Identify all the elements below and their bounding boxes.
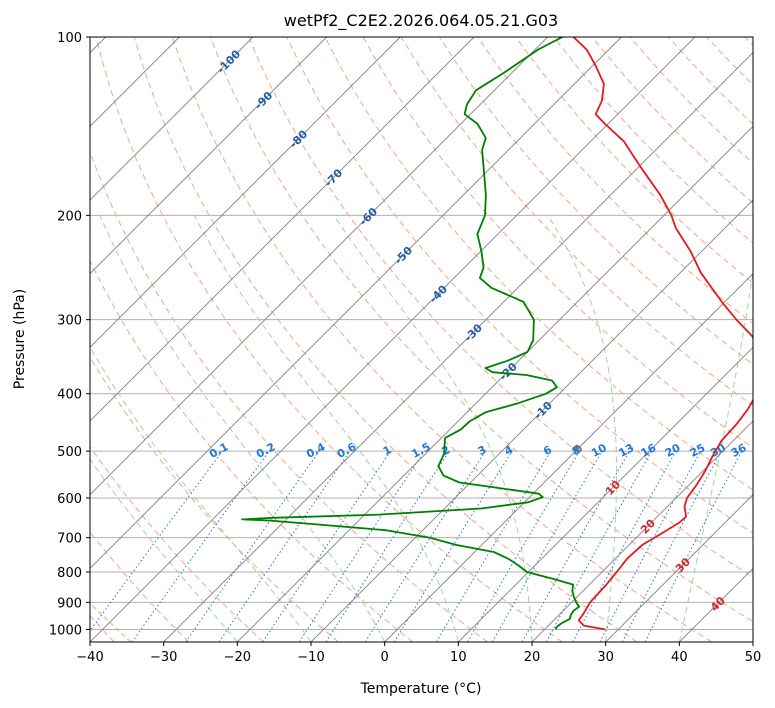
y-tick-label: 1000 (49, 623, 82, 638)
moist-adiabat (99, 215, 386, 642)
isotherm-line (384, 273, 753, 642)
x-axis-label: Temperature (°C) (360, 681, 482, 697)
mixing-ratio-line (131, 450, 270, 642)
y-tick-label: 300 (57, 314, 82, 329)
x-tick-label: −40 (76, 650, 103, 665)
x-tick-label: −30 (150, 650, 177, 665)
mixing-ratio-label: 10 (589, 441, 609, 460)
x-tick-label: 50 (745, 650, 762, 665)
isotherm-line (237, 125, 753, 642)
isotherm-line (90, 37, 622, 569)
y-tick-label: 100 (57, 31, 82, 46)
temperature-line (572, 37, 753, 631)
isotherm-line (605, 494, 753, 642)
x-tick-label: 40 (671, 650, 688, 665)
x-tick-label: 0 (381, 650, 389, 665)
y-axis-ticks: 100 200 300 400 500 600 700 800 900 1000 (49, 31, 90, 638)
dry-adiabat (95, 37, 563, 642)
y-axis-label: Pressure (hPa) (12, 289, 28, 389)
moist-adiabat (90, 458, 238, 642)
mixing-ratio-line (262, 450, 392, 642)
x-tick-label: 10 (450, 650, 467, 665)
mixing-ratio-line (185, 450, 320, 642)
y-tick-label: 900 (57, 596, 82, 611)
isotherm-line (90, 37, 696, 642)
dry-adiabat (90, 445, 264, 642)
x-tick-label: 30 (597, 650, 614, 665)
isotherm-line (458, 346, 753, 642)
dry-adiabat (286, 37, 753, 534)
dry-adiabat (324, 37, 753, 491)
dry-adiabat (90, 356, 339, 642)
moist-adiabat (333, 215, 533, 642)
mixing-ratio-line (218, 450, 351, 642)
y-tick-label: 800 (57, 566, 82, 581)
mixing-ratio-line (393, 450, 513, 642)
dry-adiabat (210, 37, 753, 623)
mixing-ratio-label: 16 (639, 441, 659, 460)
mixing-ratio-label: 13 (617, 441, 637, 460)
moist-adiabats (90, 215, 753, 642)
mixing-ratio-line (298, 450, 425, 642)
dry-adiabat (90, 259, 414, 642)
dry-adiabat (248, 37, 753, 578)
moist-adiabat (193, 215, 459, 642)
mixing-ratio-label: 36 (729, 441, 749, 460)
x-tick-label: −20 (224, 650, 251, 665)
mixing-ratio-line (90, 450, 223, 632)
isotherm-line (90, 37, 254, 201)
mixing-ratio-line (521, 450, 630, 642)
isotherm-line (310, 199, 753, 642)
x-axis-ticks: −40 −30 −20 −10 0 10 20 30 40 50 (76, 642, 761, 665)
mixing-ratio-line (644, 450, 743, 642)
moist-adiabat (678, 265, 753, 642)
isotherm-line (90, 37, 475, 422)
mixing-ratio-lines (90, 450, 743, 642)
y-tick-label: 600 (57, 492, 82, 507)
isobar-grid (90, 37, 753, 630)
x-tick-label: −10 (297, 650, 324, 665)
y-tick-label: 200 (57, 209, 82, 224)
chart-title: wetPf2_C2E2.2026.064.05.21.G03 (284, 11, 558, 31)
isotherm-line (531, 420, 753, 642)
isotherm-line (90, 37, 401, 348)
isotherm-line (90, 37, 327, 275)
sounding-series (241, 37, 753, 631)
mixing-ratio-line (325, 450, 450, 642)
y-tick-label: 400 (57, 388, 82, 403)
x-tick-label: 20 (524, 650, 541, 665)
dry-adiabat (515, 37, 753, 284)
moist-adiabat (547, 215, 617, 642)
isotherm-line (90, 37, 548, 496)
isotherm-line (163, 52, 753, 642)
plot-area: -100-90-80-70-60-50-40-30-20-10010203040… (90, 37, 753, 642)
isotherm-grid (90, 37, 753, 642)
plot-frame (89, 36, 754, 643)
mixing-ratio-label: 25 (688, 441, 708, 460)
dewpoint-line (241, 37, 581, 630)
y-tick-label: 700 (57, 532, 82, 547)
mixing-ratio-line (572, 450, 677, 642)
mixing-ratio-label: 20 (663, 441, 683, 460)
mixing-ratio-line (545, 450, 653, 642)
y-tick-label: 500 (57, 445, 82, 460)
moist-adiabat (90, 345, 312, 642)
